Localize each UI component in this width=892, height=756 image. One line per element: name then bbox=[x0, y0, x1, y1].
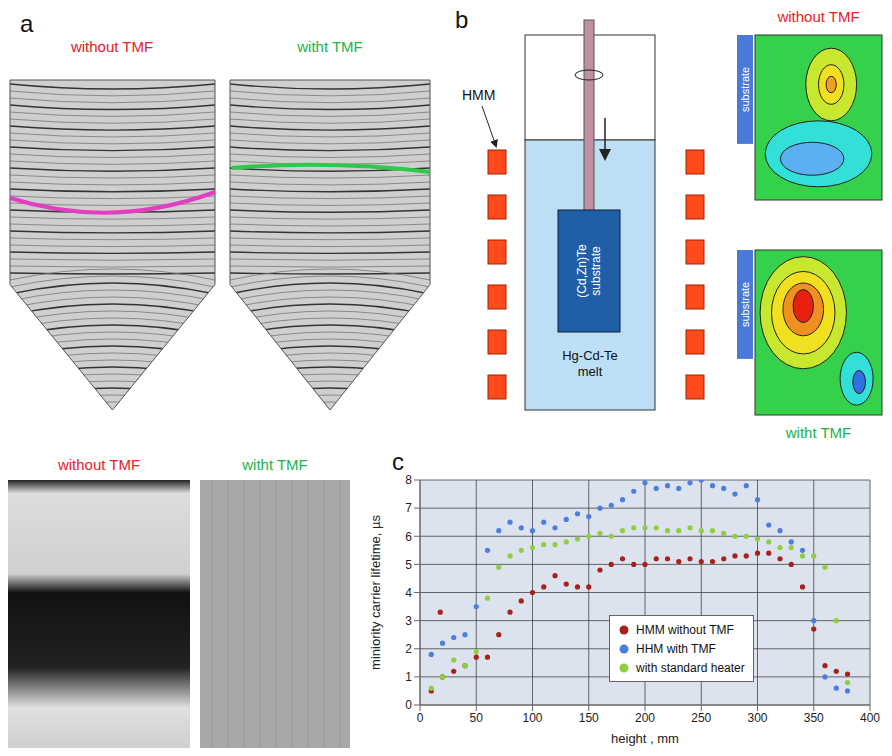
svg-text:5: 5 bbox=[405, 558, 412, 572]
svg-text:250: 250 bbox=[691, 711, 711, 725]
html-text:with standard heater: with standard heater bbox=[636, 660, 745, 675]
svg-text:0: 0 bbox=[417, 711, 424, 725]
svg-text:4: 4 bbox=[405, 586, 412, 600]
svg-text:(Cd,Zn)Tesubstrate: (Cd,Zn)Tesubstrate bbox=[575, 244, 603, 298]
svg-text:height , mm: height , mm bbox=[611, 731, 679, 746]
svg-text:miniority carrier lifetime, µs: miniority carrier lifetime, µs bbox=[368, 515, 383, 670]
svg-text:400: 400 bbox=[860, 711, 880, 725]
svg-text:witht TMF: witht TMF bbox=[785, 424, 852, 441]
svg-text:350: 350 bbox=[804, 711, 824, 725]
svg-text:HMM: HMM bbox=[462, 87, 495, 103]
svg-text:150: 150 bbox=[579, 711, 599, 725]
svg-text:witht TMF: witht TMF bbox=[296, 38, 363, 55]
svg-text:50: 50 bbox=[470, 711, 484, 725]
svg-text:200: 200 bbox=[635, 711, 655, 725]
svg-text:without TMF: without TMF bbox=[70, 38, 153, 55]
svg-text:3: 3 bbox=[405, 614, 412, 628]
svg-text:6: 6 bbox=[405, 530, 412, 544]
svg-text:without TMF: without TMF bbox=[776, 8, 859, 25]
svg-text:300: 300 bbox=[747, 711, 767, 725]
svg-text:b: b bbox=[455, 6, 468, 33]
svg-text:1: 1 bbox=[405, 670, 412, 684]
svg-text:2: 2 bbox=[405, 642, 412, 656]
svg-text:7: 7 bbox=[405, 501, 412, 515]
svg-text:8: 8 bbox=[405, 473, 412, 487]
svg-text:a: a bbox=[20, 10, 34, 37]
svg-text:witht TMF: witht TMF bbox=[241, 456, 308, 473]
html-text:HHM with TMF: HHM with TMF bbox=[636, 641, 716, 656]
svg-text:Hg-Cd-Temelt: Hg-Cd-Temelt bbox=[562, 348, 618, 379]
html-text:HMM without TMF: HMM without TMF bbox=[636, 622, 734, 637]
svg-text:substrate: substrate bbox=[739, 282, 751, 327]
svg-text:without TMF: without TMF bbox=[57, 456, 140, 473]
svg-text:0: 0 bbox=[405, 698, 412, 712]
svg-text:substrate: substrate bbox=[739, 67, 751, 112]
svg-text:c: c bbox=[392, 448, 404, 475]
svg-text:100: 100 bbox=[522, 711, 542, 725]
